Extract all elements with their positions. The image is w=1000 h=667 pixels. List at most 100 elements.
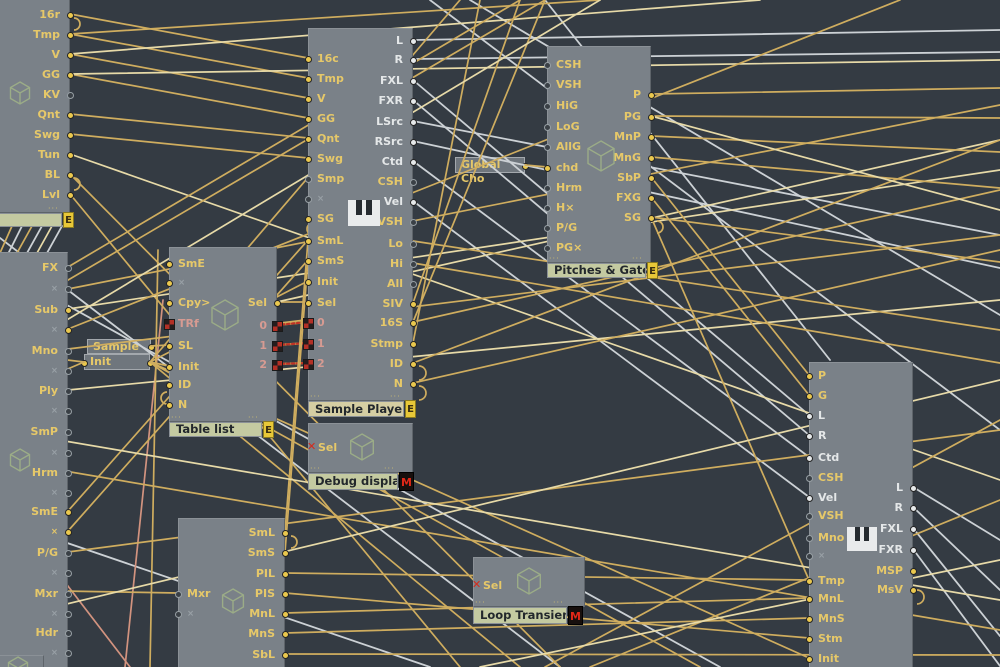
port-dot[interactable] — [305, 96, 312, 103]
port-dot[interactable] — [67, 52, 74, 59]
port-dot[interactable] — [910, 547, 917, 554]
port-dot[interactable] — [65, 570, 72, 577]
node-mixer-levels[interactable]: Mxr × SmL SmS PIL PIS MnL MnS SbL — [175, 518, 289, 667]
port-dot[interactable] — [65, 611, 72, 618]
port-dot[interactable] — [282, 631, 289, 638]
port-dot[interactable] — [410, 199, 417, 206]
port-dot[interactable] — [806, 616, 813, 623]
port-dot[interactable] — [67, 192, 74, 199]
port-dot[interactable] — [544, 82, 551, 89]
port-dot[interactable] — [648, 114, 655, 121]
port-dot[interactable] — [282, 611, 289, 618]
port-dot[interactable] — [65, 650, 72, 657]
port-dot[interactable] — [305, 196, 312, 203]
port-dot[interactable] — [544, 185, 551, 192]
event-port-icon[interactable] — [272, 360, 283, 371]
node-caption[interactable]: Loop Transients — [473, 607, 567, 624]
port-dot[interactable] — [67, 72, 74, 79]
port-dot[interactable] — [910, 587, 917, 594]
port-dot[interactable] — [410, 38, 417, 45]
port-dot[interactable] — [166, 261, 173, 268]
port-dot[interactable] — [282, 591, 289, 598]
port-dot[interactable] — [67, 92, 74, 99]
port-dot[interactable] — [648, 175, 655, 182]
node-menu-button[interactable]: E — [405, 400, 416, 418]
port-dot[interactable] — [65, 265, 72, 272]
port-dot[interactable] — [166, 343, 173, 350]
event-port-icon[interactable] — [164, 319, 175, 330]
port-dot[interactable] — [65, 429, 72, 436]
port-dot[interactable] — [67, 132, 74, 139]
port-dot[interactable] — [910, 505, 917, 512]
node-node-left[interactable]: FX × Sub × Mno × Ply × SmP × Hrm × SmE × P/G × Mxr × Hdr × — [0, 252, 72, 667]
port-dot[interactable] — [67, 112, 74, 119]
broken-link-icon[interactable]: ✕ — [307, 440, 317, 453]
port-dot[interactable] — [305, 238, 312, 245]
port-dot[interactable] — [806, 656, 813, 663]
port-dot[interactable] — [305, 300, 312, 307]
port-dot[interactable] — [544, 62, 551, 69]
port-dot[interactable] — [648, 134, 655, 141]
node-caption[interactable]: Debug display — [308, 473, 398, 490]
port-dot[interactable] — [410, 341, 417, 348]
node-caption[interactable]: Table list — [169, 422, 262, 437]
port-dot[interactable] — [910, 568, 917, 575]
node-debug-display[interactable]: ✕ Sel — [307, 423, 413, 473]
port-dot[interactable] — [305, 216, 312, 223]
port-dot[interactable] — [282, 530, 289, 537]
port-dot[interactable] — [274, 300, 281, 307]
port-dot[interactable] — [166, 382, 173, 389]
port-dot[interactable] — [410, 381, 417, 388]
event-port-icon[interactable] — [303, 339, 314, 350]
port-dot[interactable] — [410, 57, 417, 64]
port-dot[interactable] — [65, 550, 72, 557]
port-dot[interactable] — [67, 152, 74, 159]
port-dot[interactable] — [65, 348, 72, 355]
broken-link-icon[interactable]: ✕ — [472, 578, 482, 591]
node-menu-button[interactable]: E — [63, 212, 74, 228]
port-dot[interactable] — [544, 225, 551, 232]
port-dot[interactable] — [166, 364, 173, 371]
port-dot[interactable] — [806, 596, 813, 603]
port-dot[interactable] — [648, 92, 655, 99]
port-dot[interactable] — [410, 78, 417, 85]
port-dot[interactable] — [67, 12, 74, 19]
port-dot[interactable] — [410, 139, 417, 146]
port-dot[interactable] — [166, 280, 173, 287]
port-dot[interactable] — [65, 388, 72, 395]
port-dot[interactable] — [65, 470, 72, 477]
port-dot[interactable] — [175, 611, 182, 618]
port-dot[interactable] — [65, 509, 72, 516]
port-dot[interactable] — [806, 535, 813, 542]
port-dot[interactable] — [544, 124, 551, 131]
port-dot[interactable] — [806, 413, 813, 420]
port-dot[interactable] — [806, 636, 813, 643]
port-dot[interactable] — [65, 529, 72, 536]
port-dot[interactable] — [67, 32, 74, 39]
port-dot[interactable] — [65, 368, 72, 375]
port-dot[interactable] — [806, 373, 813, 380]
port-dot[interactable] — [148, 344, 155, 351]
port-dot[interactable] — [544, 144, 551, 151]
port-dot[interactable] — [166, 402, 173, 409]
port-dot[interactable] — [410, 119, 417, 126]
port-dot[interactable] — [544, 245, 551, 252]
mute-button[interactable]: M — [568, 606, 583, 625]
port-dot[interactable] — [410, 179, 417, 186]
port-dot[interactable] — [806, 433, 813, 440]
port-dot[interactable] — [648, 215, 655, 222]
port-dot[interactable] — [65, 630, 72, 637]
port-dot[interactable] — [806, 475, 813, 482]
port-dot[interactable] — [166, 300, 173, 307]
port-dot[interactable] — [305, 116, 312, 123]
port-dot[interactable] — [806, 513, 813, 520]
port-dot[interactable] — [65, 286, 72, 293]
port-dot[interactable] — [410, 219, 417, 226]
node-caption[interactable]: Sample Player — [308, 401, 404, 417]
port-dot[interactable] — [305, 176, 312, 183]
port-dot[interactable] — [305, 279, 312, 286]
port-dot[interactable] — [806, 393, 813, 400]
event-port-icon[interactable] — [272, 321, 283, 332]
event-port-icon[interactable] — [303, 318, 314, 329]
port-dot[interactable] — [282, 571, 289, 578]
